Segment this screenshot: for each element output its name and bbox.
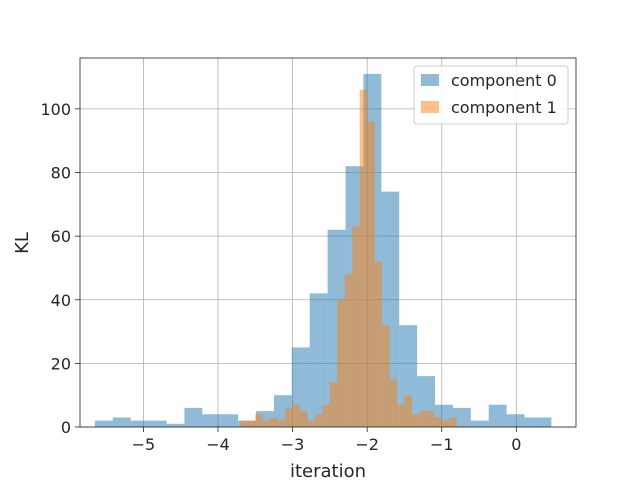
- axis-ticks: −5 −4 −3 −2 −1 0 0 20 40 60 80 100: [40, 100, 521, 454]
- bar-component-1-bin-24: [419, 411, 427, 427]
- bar-component-0-bin-6: [202, 414, 221, 427]
- legend-label-component-1: component 1: [451, 98, 557, 117]
- bar-component-0-bin-20: [452, 407, 471, 427]
- x-tick-label-1: −4: [206, 435, 230, 454]
- legend-box: [413, 65, 569, 125]
- bar-component-0-bin-2: [130, 420, 149, 427]
- bar-component-1-bin-26: [434, 417, 442, 427]
- x-tick-label-0: −5: [132, 435, 156, 454]
- legend: component 0 component 1: [413, 65, 569, 125]
- x-tick-label-3: −2: [355, 435, 379, 454]
- bar-component-1-bin-14: [344, 274, 353, 427]
- bar-component-1-bin-21: [396, 404, 405, 427]
- bar-component-0-bin-22: [488, 404, 507, 427]
- y-axis-label: KL: [12, 232, 33, 254]
- bar-component-0-bin-23: [506, 414, 525, 427]
- y-tick-label-0: 0: [61, 418, 71, 437]
- bar-component-1-bin-9: [307, 420, 315, 427]
- bar-component-0-bin-3: [148, 420, 167, 427]
- legend-swatch-component-0: [421, 74, 439, 86]
- bar-component-0-bin-24: [524, 417, 543, 427]
- bar-component-1-bin-20: [389, 379, 397, 427]
- bar-component-0-bin-4: [166, 423, 185, 427]
- bar-component-1-bin-3: [262, 420, 271, 427]
- bar-component-1-bin-1: [247, 420, 256, 427]
- bar-component-1-bin-18: [374, 261, 383, 427]
- bar-component-0-bin-25: [542, 417, 552, 427]
- bar-component-1-bin-11: [322, 404, 330, 427]
- bar-component-1-bin-12: [329, 382, 338, 427]
- x-axis-label: iteration: [290, 461, 366, 480]
- legend-label-component-0: component 0: [451, 71, 557, 90]
- bar-component-1-bin-7: [292, 404, 301, 427]
- bar-component-0-bin-1: [112, 417, 131, 427]
- y-tick-label-5: 100: [40, 100, 71, 119]
- x-tick-label-2: −3: [281, 435, 305, 454]
- bar-component-1-bin-22: [404, 395, 412, 427]
- y-tick-label-1: 20: [51, 354, 71, 373]
- bar-component-1-bin-4: [270, 417, 278, 427]
- y-tick-label-4: 80: [51, 164, 71, 183]
- bar-component-1-bin-10: [314, 414, 323, 427]
- plot-frame: [79, 57, 577, 428]
- bar-component-1-bin-17: [367, 121, 375, 427]
- histogram-bars: [94, 73, 552, 428]
- bar-component-1-bin-23: [411, 414, 420, 427]
- bar-component-1-bin-6: [285, 407, 293, 427]
- bar-component-1-bin-8: [300, 411, 308, 427]
- bar-component-1-bin-2: [255, 414, 263, 427]
- bar-component-0-bin-21: [470, 420, 489, 427]
- bar-component-0-bin-7: [220, 414, 239, 427]
- bar-component-0-bin-0: [94, 420, 113, 427]
- x-tick-label-4: −1: [430, 435, 454, 454]
- bar-component-1-bin-13: [337, 299, 345, 427]
- bar-component-1-bin-5: [277, 420, 286, 427]
- bar-component-1-bin-27: [441, 420, 450, 427]
- bar-component-1-bin-0: [240, 420, 248, 427]
- bar-component-0-bin-17: [399, 325, 418, 427]
- x-tick-label-5: 0: [511, 435, 521, 454]
- bar-component-1-bin-16: [359, 89, 368, 427]
- bar-component-1-bin-28: [449, 417, 457, 427]
- bar-component-1-bin-15: [352, 226, 360, 427]
- bar-component-1-bin-19: [382, 325, 390, 427]
- y-tick-label-3: 60: [51, 227, 71, 246]
- bar-component-1-bin-25: [426, 411, 435, 427]
- y-tick-label-2: 40: [51, 291, 71, 310]
- legend-swatch-component-1: [421, 101, 439, 113]
- bar-component-0-bin-12: [309, 293, 328, 427]
- bar-component-0-bin-5: [184, 407, 203, 427]
